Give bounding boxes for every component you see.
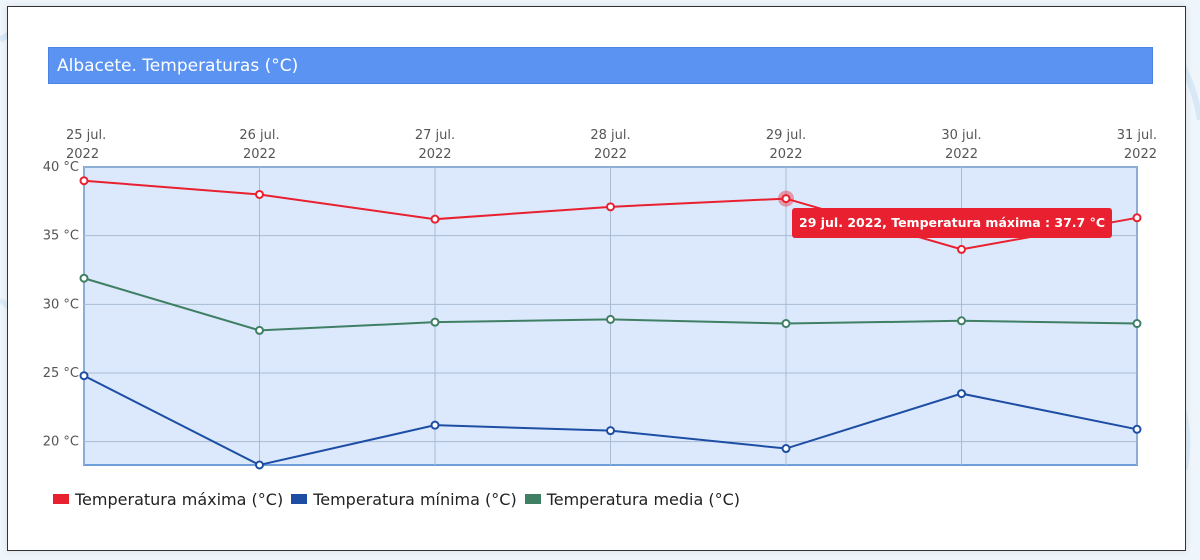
x-tick-label: 27 jul. — [415, 128, 455, 143]
x-tick-label: 2022 — [945, 147, 978, 162]
x-tick-label: 2022 — [243, 147, 276, 162]
data-point — [781, 194, 791, 204]
data-point — [1132, 213, 1142, 223]
data-point — [79, 273, 89, 283]
data-point — [606, 426, 615, 436]
x-tick-label: 2022 — [594, 147, 627, 162]
x-tick-label: 28 jul. — [590, 128, 630, 143]
x-tick-label: 26 jul. — [239, 128, 279, 143]
legend-label-min: Temperatura mínima (°C) — [313, 489, 517, 509]
x-tick-label: 25 jul. — [66, 128, 106, 143]
data-point — [1132, 319, 1142, 329]
data-point — [606, 314, 615, 324]
data-point — [606, 202, 615, 212]
x-tick-label: 2022 — [66, 147, 99, 162]
y-tick-label: 20 °C — [43, 435, 79, 450]
legend-swatch-min — [291, 494, 308, 504]
legend-item-max[interactable]: Temperatura máxima (°C) — [53, 490, 283, 509]
data-point — [255, 189, 264, 199]
legend-item-min[interactable]: Temperatura mínima (°C) — [291, 490, 517, 509]
y-tick-label: 25 °C — [43, 366, 79, 381]
y-tick-label: 35 °C — [43, 229, 79, 244]
data-point — [255, 460, 264, 470]
chart-legend: Temperatura máxima (°C) Temperatura míni… — [53, 487, 748, 511]
legend-swatch-media — [524, 494, 541, 504]
data-point — [79, 176, 89, 186]
x-tick-label: 29 jul. — [766, 128, 806, 143]
x-tick-label: 2022 — [769, 147, 802, 162]
data-point — [781, 319, 791, 329]
x-tick-label: 30 jul. — [941, 128, 981, 143]
data-point — [79, 371, 89, 381]
data-point — [430, 420, 440, 430]
data-point — [255, 325, 264, 335]
legend-label-max: Temperatura máxima (°C) — [75, 489, 284, 509]
legend-item-media[interactable]: Temperatura media (°C) — [524, 489, 741, 509]
data-point — [957, 316, 966, 326]
data-tooltip: 29 jul. 2022, Temperatura máxima : 37.7 … — [792, 208, 1113, 238]
data-point — [430, 317, 440, 327]
data-point — [430, 214, 440, 224]
chart-title: Albacete. Temperaturas (°C) — [48, 47, 1153, 84]
data-point — [1132, 424, 1142, 434]
x-tick-label: 31 jul. — [1117, 128, 1157, 143]
x-tick-label: 2022 — [1124, 147, 1157, 162]
data-point — [957, 244, 966, 254]
legend-label-media: Temperatura media (°C) — [546, 489, 741, 509]
data-point — [781, 444, 791, 454]
y-tick-label: 30 °C — [43, 297, 79, 312]
x-tick-label: 2022 — [418, 147, 451, 162]
legend-swatch-max — [53, 494, 69, 504]
y-tick-label: 40 °C — [43, 160, 79, 175]
data-point — [957, 389, 966, 399]
